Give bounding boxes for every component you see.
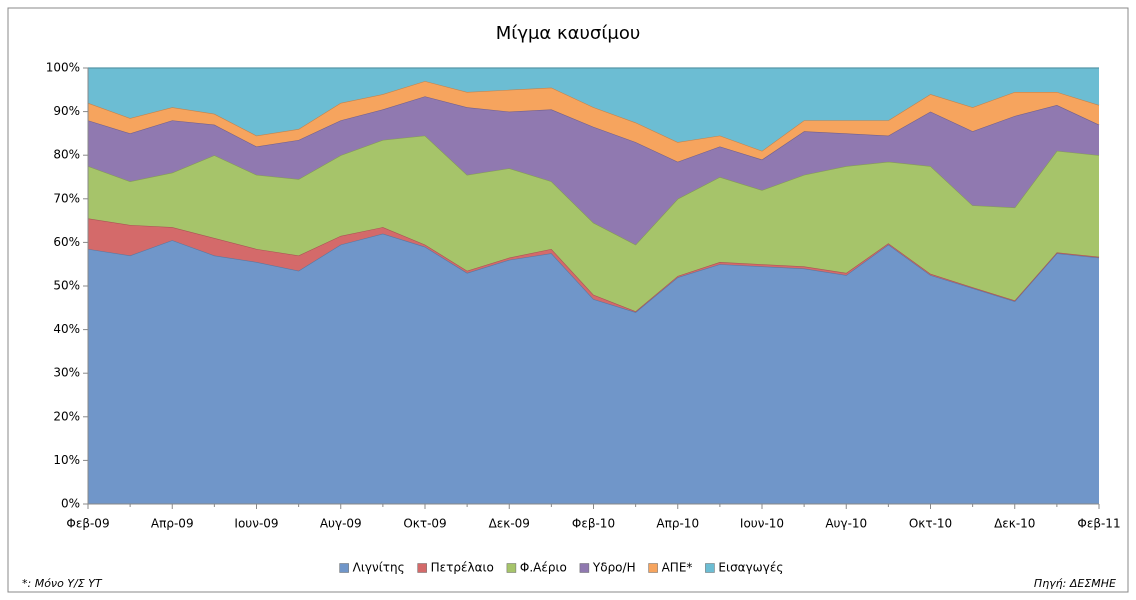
y-tick-label: 90% xyxy=(53,104,80,118)
x-tick-label: Δεκ-09 xyxy=(489,517,530,531)
y-tick-label: 50% xyxy=(53,279,80,293)
area-fill xyxy=(88,81,1099,162)
area-fill xyxy=(88,218,1099,313)
x-tick-label: Ιουν-10 xyxy=(740,517,784,531)
legend-swatch xyxy=(648,563,658,573)
legend-label: ΑΠΕ* xyxy=(662,561,693,575)
x-tick-label: Απρ-10 xyxy=(656,517,699,531)
y-tick-label: 60% xyxy=(53,235,80,249)
y-tick-label: 40% xyxy=(53,322,80,336)
area-fill xyxy=(88,68,1099,151)
x-tick-label: Οκτ-10 xyxy=(909,517,952,531)
x-tick-label: Αυγ-10 xyxy=(825,517,867,531)
legend-swatch xyxy=(506,563,517,573)
chart-title: Μίγμα καυσίμου xyxy=(496,23,641,44)
y-tick-label: 70% xyxy=(53,191,80,205)
y-tick-label: 10% xyxy=(53,453,80,467)
x-tick-label: Αυγ-09 xyxy=(320,517,362,531)
x-tick-label: Δεκ-10 xyxy=(994,517,1035,531)
legend-swatch xyxy=(705,563,715,573)
x-tick-label: Απρ-09 xyxy=(151,517,194,531)
y-tick-label: 80% xyxy=(53,148,80,162)
y-tick-label: 30% xyxy=(53,366,80,380)
legend-swatch xyxy=(417,563,427,573)
legend-label: Φ.Αέριο xyxy=(520,561,567,575)
x-tick-label: Ιουν-09 xyxy=(234,517,278,531)
x-tick-label: Φεβ-10 xyxy=(572,517,615,531)
x-tick-label: Φεβ-11 xyxy=(1077,517,1120,531)
legend-label: Εισαγωγές xyxy=(718,561,783,575)
legend-label: Λιγνίτης xyxy=(353,561,405,575)
y-tick-label: 0% xyxy=(61,497,80,511)
x-tick-label: Φεβ-09 xyxy=(66,517,109,531)
legend-label: Υδρο/Η xyxy=(592,561,636,575)
x-tick-label: Οκτ-09 xyxy=(403,517,446,531)
source-note: Πηγή: ΔΕΣΜΗΕ xyxy=(1034,577,1116,590)
legend-swatch xyxy=(579,563,590,573)
y-tick-label: 100% xyxy=(46,61,80,75)
y-tick-label: 20% xyxy=(53,409,80,423)
area-fill xyxy=(88,233,1099,504)
footnote: *: Μόνο Υ/Σ ΥΤ xyxy=(22,577,103,590)
legend-swatch xyxy=(339,563,349,573)
legend-label: Πετρέλαιο xyxy=(431,561,494,575)
